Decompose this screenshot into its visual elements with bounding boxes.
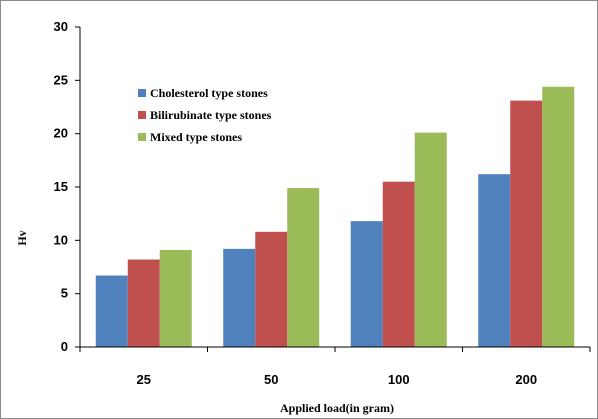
y-axis-ticks: 0 5 10 15 20 25 30 — [54, 19, 80, 354]
y-tick-label: 25 — [54, 72, 68, 87]
bar-cholesterol-type-stones-100 — [350, 221, 383, 347]
bar-mixed-type-stones-50 — [287, 188, 320, 347]
y-tick-label: 5 — [61, 286, 68, 301]
y-tick-label: 15 — [54, 179, 68, 194]
bar-cholesterol-type-stones-200 — [478, 174, 511, 347]
legend-swatch — [138, 89, 146, 97]
bar-bilirubinate-type-stones-200 — [510, 100, 543, 347]
y-tick-label: 0 — [61, 339, 68, 354]
y-tick-label: 10 — [54, 232, 68, 247]
legend-swatch — [138, 133, 146, 141]
y-tick-label: 30 — [54, 19, 68, 34]
legend-label: Bilirubinate type stones — [150, 108, 272, 122]
legend-swatch — [138, 111, 146, 119]
x-tick-label: 50 — [264, 372, 278, 387]
bar-cholesterol-type-stones-50 — [223, 248, 256, 347]
x-axis-ticks: 25 50 100 200 — [79, 347, 591, 387]
bar-bilirubinate-type-stones-100 — [382, 181, 415, 347]
y-tick-label: 20 — [54, 126, 68, 141]
bar-cholesterol-type-stones-25 — [95, 275, 128, 347]
bar-bilirubinate-type-stones-25 — [127, 259, 160, 347]
bars — [95, 86, 575, 347]
y-axis-title: Hv — [15, 230, 29, 245]
x-tick-label: 100 — [388, 372, 410, 387]
bar-mixed-type-stones-25 — [159, 249, 192, 347]
bar-bilirubinate-type-stones-50 — [255, 231, 288, 347]
x-tick-label: 200 — [515, 372, 537, 387]
x-tick-label: 25 — [137, 372, 151, 387]
legend-label: Cholesterol type stones — [150, 86, 268, 100]
bar-mixed-type-stones-100 — [414, 132, 447, 347]
x-axis-title: Applied load(in gram) — [280, 401, 394, 415]
legend: Cholesterol type stones Bilirubinate type… — [138, 86, 272, 144]
bar-mixed-type-stones-200 — [542, 86, 575, 347]
legend-label: Mixed type stones — [150, 130, 242, 144]
